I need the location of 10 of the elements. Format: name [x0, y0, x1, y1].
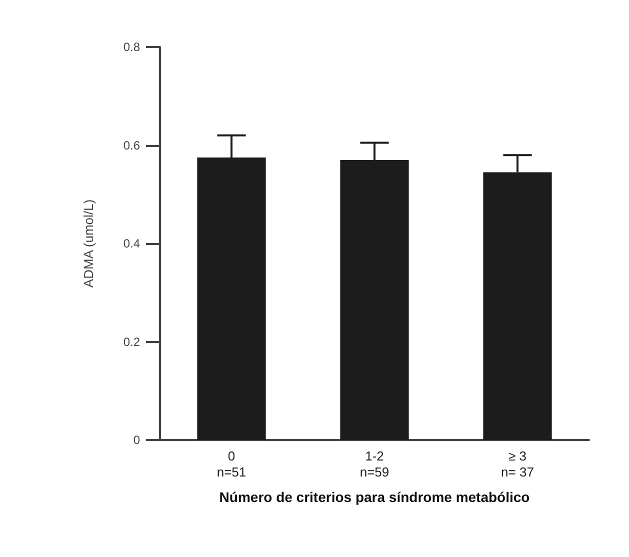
x-tick-label: 0 n=51 — [216, 448, 246, 480]
y-tick-label: 0.2 — [123, 334, 140, 349]
x-axis-title: Número de criterios para síndrome metabólico — [219, 489, 530, 505]
y-tick-label: 0 — [133, 433, 140, 447]
y-axis-title: ADMA (umol/L) — [81, 199, 96, 288]
x-tick-label: ≥ 3 n= 37 — [501, 448, 534, 480]
x-tick-label: 1-2 n=59 — [360, 448, 390, 480]
y-tick-label: 0.8 — [123, 40, 140, 54]
y-tick-label: 0.6 — [123, 138, 140, 152]
y-tick-label: 0.4 — [123, 236, 140, 250]
